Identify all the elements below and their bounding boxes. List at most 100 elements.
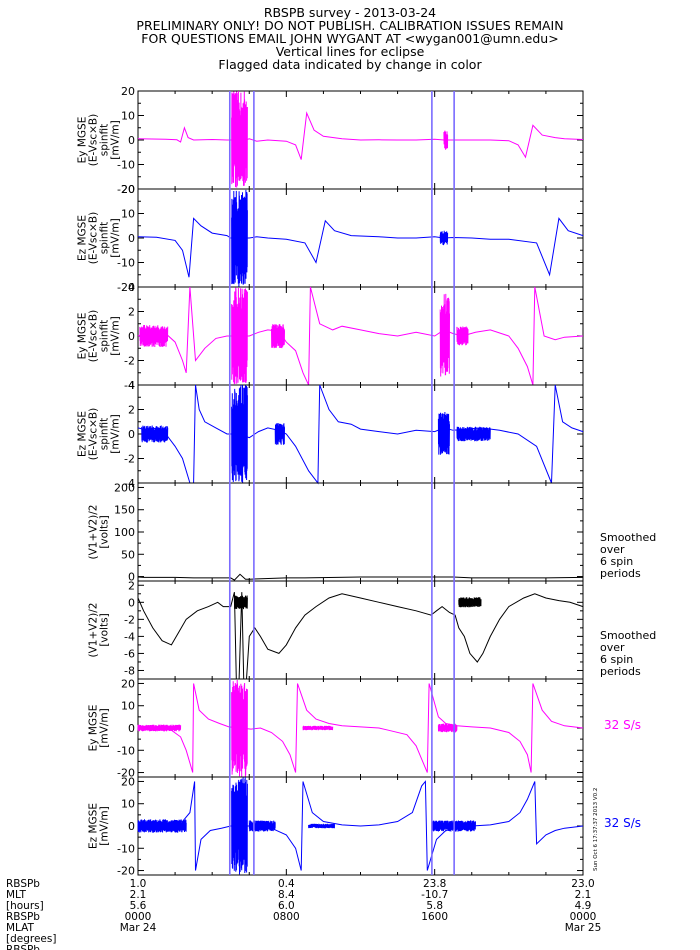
series-line [137,780,584,871]
y-axis-label-line: [volts] [99,613,111,646]
smoothing-note: over [600,641,625,654]
panel-potential-zoom: 2 0 -2 -4 -6 -8 (V1+V2)/2 [volts] Smoothedover6 … [88,579,656,680]
x-annotation-value: 1600 [421,911,448,923]
x-row-label: RBSPb [6,944,40,950]
burst-oscillation [231,91,242,188]
plot-title: RBSPB survey - 2013-03-24 [263,5,437,20]
x-date-label: Mar 25 [565,922,602,934]
y-tick-label: 4 [128,379,135,392]
y-axis-label-line: [mV/m] [110,316,122,355]
y-tick-label: -4 [124,477,135,490]
y-tick-label: 0 [128,571,135,584]
burst-oscillation [443,130,449,150]
y-tick-label: -10 [117,257,135,270]
y-axis-label-line: spinfit [99,222,111,254]
y-axis-label-line: (E-Vsc×B) [88,310,100,362]
x-annotation-value: 0000 [125,911,152,923]
y-tick-label: 0 [128,330,135,343]
y-tick-label: -20 [117,183,135,196]
x-row-label: RBSPb [6,878,40,890]
y-axis-label-line: (E-Vsc×B) [88,114,100,166]
x-annotation-value: 23.8 [423,878,446,890]
sample-rate-label: 32 S/s [604,816,641,830]
panel-potential-full: 200 150 100 50 0 (V1+V2)/2 [volts] Smoothedover… [88,481,657,583]
y-tick-label: 100 [114,526,135,539]
burst-oscillation [137,724,182,732]
y-tick-label: -10 [117,159,135,172]
y-axis-label-line: spinfit [99,124,111,156]
y-tick-label: -10 [117,842,135,855]
smoothing-note: 6 spin [600,555,633,568]
burst-oscillation [456,326,469,346]
y-tick-label: -20 [117,281,135,294]
burst-oscillation [139,324,169,348]
x-annotation-value: 2.1 [130,889,147,901]
sample-rate-label: 32 S/s [604,718,641,732]
y-tick-label: 2 [128,579,135,592]
x-row-label: RBSPb [6,911,40,923]
panel-ez-smooth: 4 2 0 -2 -4 Ez MGSE (E-Vsc×B) spinfit [mV/m] [77,379,584,490]
y-axis-label-line: spinfit [99,320,111,352]
flag-note: Flagged data indicated by change in colo… [218,57,482,72]
plot-header: RBSPB survey - 2013-03-24 PRELIMINARY ON… [0,6,700,71]
burst-oscillation [231,287,248,385]
series-line [137,591,584,680]
panel-frame [137,188,584,288]
smoothing-note: over [600,543,625,556]
x-row-label: [degrees] [6,933,56,945]
x-annotation-value: 0000 [570,911,597,923]
y-tick-label: 10 [121,110,135,123]
y-tick-label: -2 [124,453,135,466]
y-axis-label-line: spinfit [99,418,111,450]
y-tick-label: -4 [124,379,135,392]
burst-oscillation [231,384,248,483]
burst-oscillation [439,230,449,246]
y-axis-label-line: Ey MGSE [77,313,89,360]
y-tick-label: 0 [128,596,135,609]
y-tick-label: -20 [117,865,135,878]
burst-oscillation [233,595,248,610]
y-tick-label: 20 [121,183,135,196]
y-tick-label: 2 [128,306,135,319]
x-row-label: MLT [6,889,26,901]
y-axis-label-line: [volts] [99,515,111,548]
y-tick-label: -20 [117,767,135,780]
x-date-label: Mar 24 [120,922,157,934]
panel-ey-smooth: 4 2 0 -2 -4 Ey MGSE (E-Vsc×B) spinfit [mV/m] [77,281,584,392]
y-axis-label-line: Ey MGSE [88,705,100,752]
y-tick-label: 0 [128,232,135,245]
y-tick-label: -10 [117,744,135,757]
y-axis-label-line: Ez MGSE [88,803,100,849]
x-row-label: MLAT [6,922,35,934]
panel-ey-32sps: 20 10 0 -10 -20 Ey MGSE [mV/m] 32 S/s [88,677,642,779]
y-tick-label: 4 [128,281,135,294]
y-tick-label: 150 [114,504,135,517]
y-tick-label: 10 [121,798,135,811]
y-axis-label-line: Ez MGSE [77,215,89,261]
x-annotation-value: 6.0 [278,900,295,912]
x-annotation-value: 5.8 [426,900,443,912]
y-axis-label-line: Ey MGSE [77,117,89,164]
burst-oscillation [137,819,187,833]
y-axis-label-line: Ez MGSE [77,411,89,457]
y-tick-label: 0 [128,722,135,735]
smoothing-note: Smoothed [600,629,656,642]
panel-ey-spinfit: 20 10 0 -10 -20 Ey MGSE (E-Vsc×B) spinfit [mV/m] [77,85,584,196]
y-tick-label: 200 [114,481,135,494]
smoothing-note: periods [600,665,641,678]
burst-oscillation [274,423,285,445]
y-axis-label-line: [mV/m] [99,708,111,747]
y-tick-label: 0 [128,134,135,147]
panel-ez-spinfit: 20 10 0 -10 -20 Ez MGSE (E-Vsc×B) spinfit [mV/m] [77,183,584,294]
burst-oscillation [302,725,334,731]
smoothing-note: 6 spin [600,653,633,666]
x-annotation-value: 1.0 [130,878,147,890]
eclipse-note: Vertical lines for eclipse [275,44,425,59]
panel-ez-32sps: 20 10 0 -10 -20 Ez MGSE [mV/m] 32 S/s [88,775,642,877]
x-annotation-value: 2.1 [575,889,592,901]
y-axis-label-line: [mV/m] [110,414,122,453]
panel-frame [137,678,584,778]
smoothing-note: Smoothed [600,531,656,544]
series-line [137,111,584,160]
